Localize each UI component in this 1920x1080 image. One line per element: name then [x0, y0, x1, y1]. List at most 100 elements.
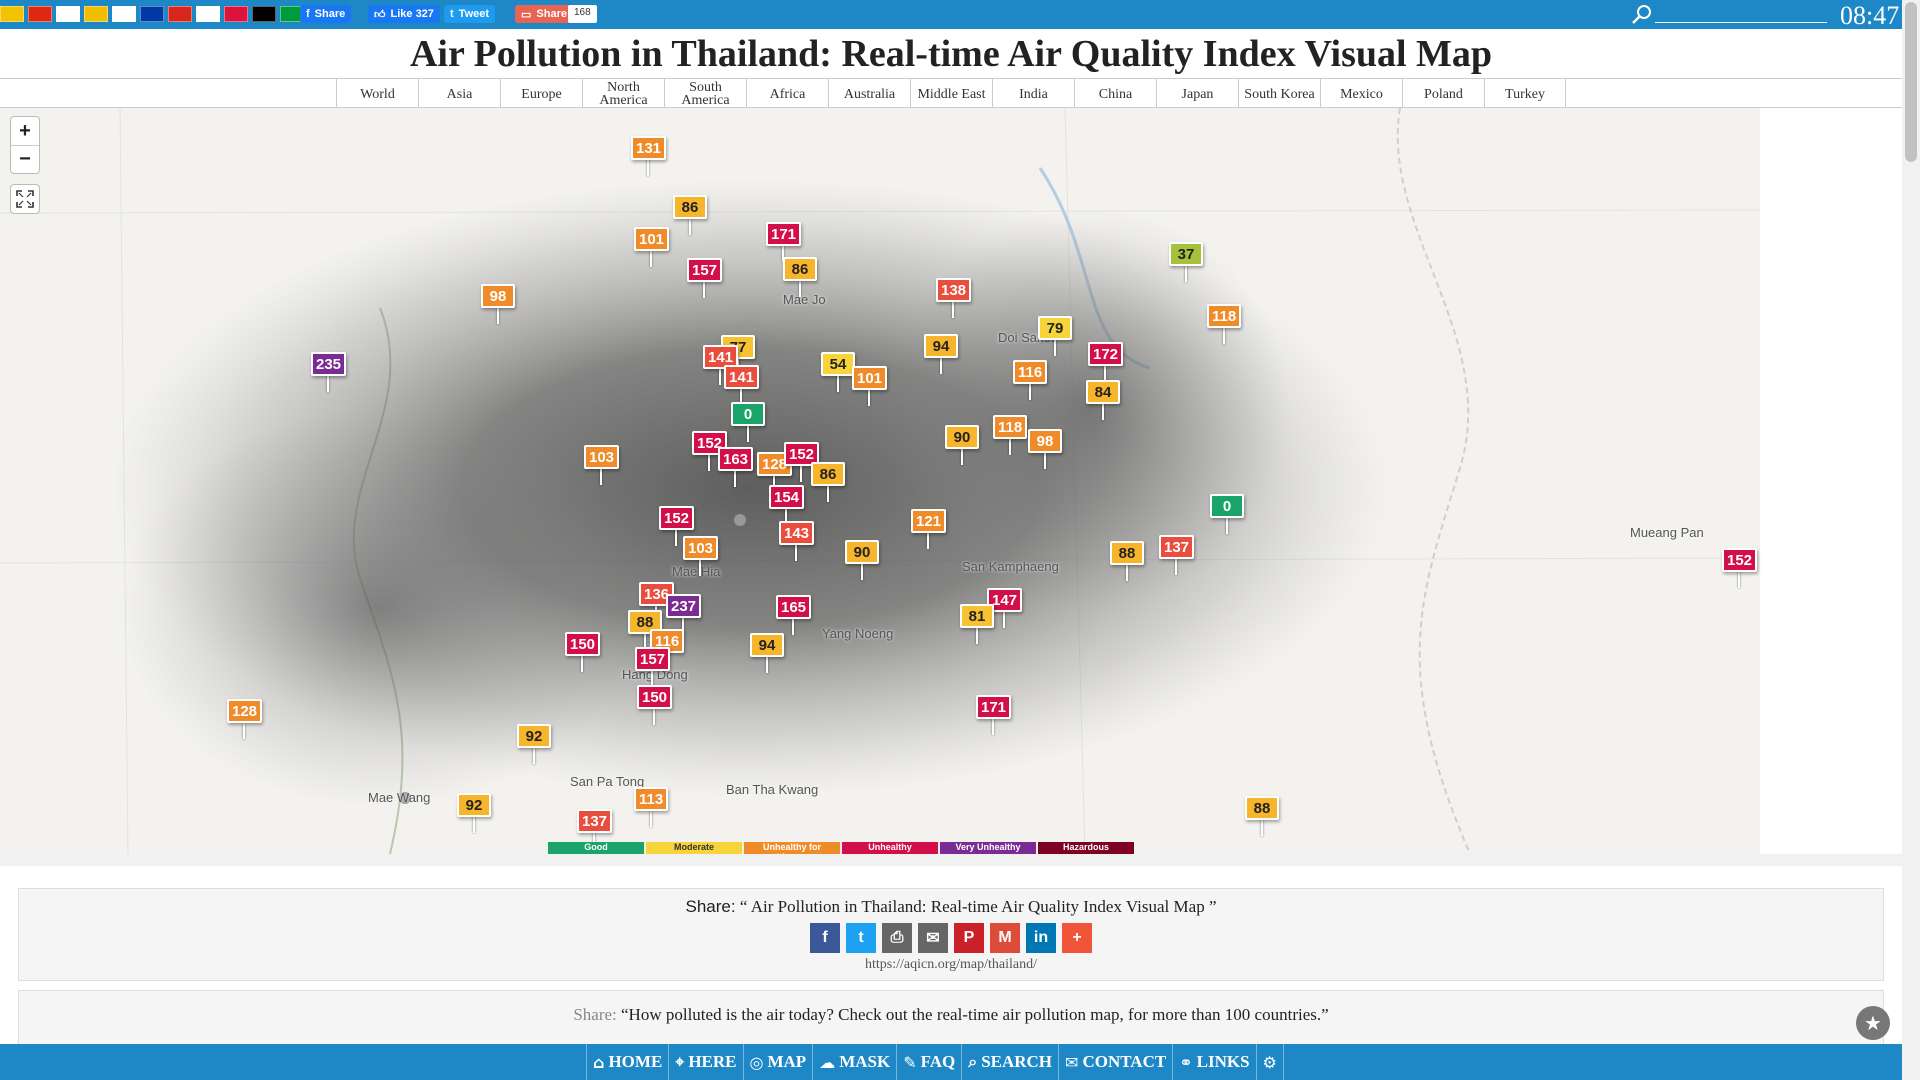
favorite-star-icon[interactable]: ★ [1856, 1006, 1890, 1040]
aqi-value[interactable]: 79 [1038, 316, 1072, 340]
aqi-value[interactable]: 163 [718, 447, 754, 471]
aqi-value[interactable]: 92 [517, 724, 551, 748]
aqi-value[interactable]: 171 [766, 222, 802, 246]
nav-mask[interactable]: ☁ MASK [812, 1044, 896, 1080]
search-icon[interactable] [1630, 3, 1654, 27]
aqi-value[interactable]: 121 [911, 509, 947, 533]
aqi-value[interactable]: 137 [1159, 535, 1195, 559]
aqi-value[interactable]: 152 [1722, 548, 1758, 572]
aqi-value[interactable]: 152 [659, 506, 695, 530]
vertical-scrollbar[interactable] [1902, 0, 1920, 1080]
aqi-value[interactable]: 101 [634, 227, 670, 251]
region-south-america[interactable]: South America [664, 79, 746, 109]
nav-map[interactable]: ◎ MAP [742, 1044, 813, 1080]
korea-flag[interactable] [112, 6, 136, 22]
region-india[interactable]: India [992, 79, 1074, 109]
aqi-value[interactable]: 37 [1169, 242, 1203, 266]
aqi-value[interactable]: 90 [945, 425, 979, 449]
aqi-value[interactable]: 98 [481, 284, 515, 308]
tweet-button[interactable]: t Tweet [444, 5, 496, 23]
more-icon[interactable]: + [1062, 923, 1092, 953]
aqi-value[interactable]: 141 [724, 365, 760, 389]
facebook-like-button[interactable]: 👍︎ Like 327 [368, 5, 440, 23]
aqi-value[interactable]: 131 [631, 136, 667, 160]
china-flag[interactable] [28, 6, 52, 22]
region-north-america[interactable]: North America [582, 79, 664, 109]
zoom-out-button[interactable]: − [11, 145, 39, 173]
nav-here[interactable]: ⌖ HERE [668, 1044, 742, 1080]
nav-faq[interactable]: ✎ FAQ [896, 1044, 961, 1080]
region-africa[interactable]: Africa [746, 79, 828, 109]
aqi-value[interactable]: 118 [993, 415, 1028, 439]
aqi-value[interactable]: 88 [1110, 541, 1144, 565]
aqi-value[interactable]: 90 [845, 540, 879, 564]
aqi-value[interactable]: 88 [628, 610, 662, 634]
germany-flag[interactable] [252, 6, 276, 22]
aqi-value[interactable]: 94 [924, 334, 958, 358]
region-australia[interactable]: Australia [828, 79, 910, 109]
gmail-icon[interactable]: M [990, 923, 1020, 953]
aqi-value[interactable]: 84 [1086, 380, 1120, 404]
aqi-value[interactable]: 150 [565, 632, 601, 656]
aqi-value[interactable]: 237 [666, 594, 702, 618]
region-asia[interactable]: Asia [418, 79, 500, 109]
aqi-value[interactable]: 103 [683, 536, 719, 560]
nav-links[interactable]: ⚭ LINKS [1172, 1044, 1255, 1080]
region-europe[interactable]: Europe [500, 79, 582, 109]
pinterest-icon[interactable]: P [954, 923, 984, 953]
aqi-value[interactable]: 143 [779, 521, 815, 545]
japan-flag[interactable] [56, 6, 80, 22]
search-input[interactable] [1655, 22, 1827, 23]
scrollbar-thumb[interactable] [1905, 2, 1917, 162]
region-world[interactable]: World [336, 79, 418, 109]
zoom-in-button[interactable]: + [19, 119, 31, 142]
myanmar-flag[interactable] [0, 6, 24, 22]
share-url[interactable]: https://aqicn.org/map/thailand/ [865, 957, 1037, 972]
aqi-value[interactable]: 94 [750, 633, 784, 657]
spain-flag[interactable] [84, 6, 108, 22]
france-flag[interactable] [196, 6, 220, 22]
russia-flag[interactable] [140, 6, 164, 22]
aqi-value[interactable]: 165 [776, 595, 812, 619]
region-poland[interactable]: Poland [1402, 79, 1484, 109]
region-turkey[interactable]: Turkey [1484, 79, 1566, 109]
aqi-value[interactable]: 113 [634, 787, 669, 811]
linkedin-icon[interactable]: in [1026, 923, 1056, 953]
print-icon[interactable]: ⎙ [882, 923, 912, 953]
region-mexico[interactable]: Mexico [1320, 79, 1402, 109]
aqi-value[interactable]: 172 [1088, 342, 1124, 366]
aqi-value[interactable]: 137 [577, 809, 613, 833]
air-quality-map[interactable]: + − Mae Jo Doi Saket Mae Hia Yang Noeng San … [0, 108, 1902, 854]
aqi-value[interactable]: 54 [821, 352, 855, 376]
aqi-value[interactable]: 101 [852, 366, 888, 390]
twitter-icon[interactable]: t [846, 923, 876, 953]
aqi-value[interactable]: 86 [811, 462, 845, 486]
aqi-value[interactable]: 0 [1210, 494, 1244, 518]
horizontal-scrollbar[interactable] [0, 854, 1902, 866]
poland-flag[interactable] [224, 6, 248, 22]
share-button[interactable]: ▭ Share [515, 5, 573, 23]
aqi-value[interactable]: 116 [1013, 360, 1048, 384]
aqi-value[interactable]: 98 [1028, 429, 1062, 453]
nav-home[interactable]: ⌂ HOME [586, 1044, 668, 1080]
vietnam-flag[interactable] [168, 6, 192, 22]
aqi-value[interactable]: 0 [731, 402, 765, 426]
nav-contact[interactable]: ✉ CONTACT [1058, 1044, 1172, 1080]
aqi-value[interactable]: 138 [936, 278, 972, 302]
region-japan[interactable]: Japan [1156, 79, 1238, 109]
aqi-value[interactable]: 235 [311, 352, 347, 376]
aqi-value[interactable]: 141 [703, 345, 739, 369]
aqi-value[interactable]: 86 [783, 257, 817, 281]
fullscreen-button[interactable] [10, 184, 40, 214]
aqi-value[interactable]: 128 [227, 699, 263, 723]
aqi-value[interactable]: 103 [584, 445, 620, 469]
aqi-value[interactable]: 171 [976, 695, 1012, 719]
aqi-value[interactable]: 157 [687, 258, 723, 282]
region-middle-east[interactable]: Middle East [910, 79, 992, 109]
facebook-icon[interactable]: f [810, 923, 840, 953]
nav-search[interactable]: ⌕ SEARCH [961, 1044, 1058, 1080]
aqi-value[interactable]: 154 [769, 485, 805, 509]
aqi-value[interactable]: 150 [637, 685, 673, 709]
facebook-share-button[interactable]: f Share [300, 5, 352, 23]
aqi-value[interactable]: 88 [1245, 796, 1279, 820]
